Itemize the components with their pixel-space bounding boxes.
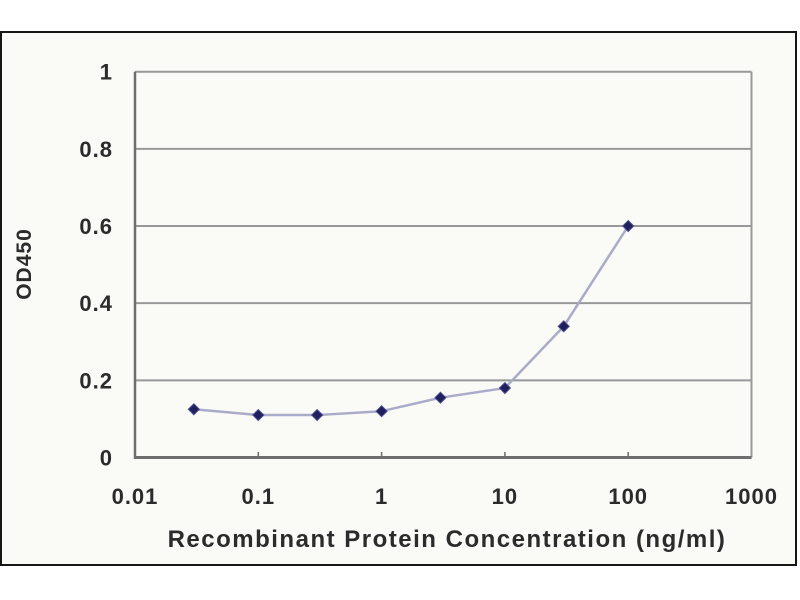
x-axis-title: Recombinant Protein Concentration (ng/ml… [167, 526, 727, 553]
chart-frame [0, 31, 797, 566]
y-axis-title: OD450 [13, 228, 36, 300]
